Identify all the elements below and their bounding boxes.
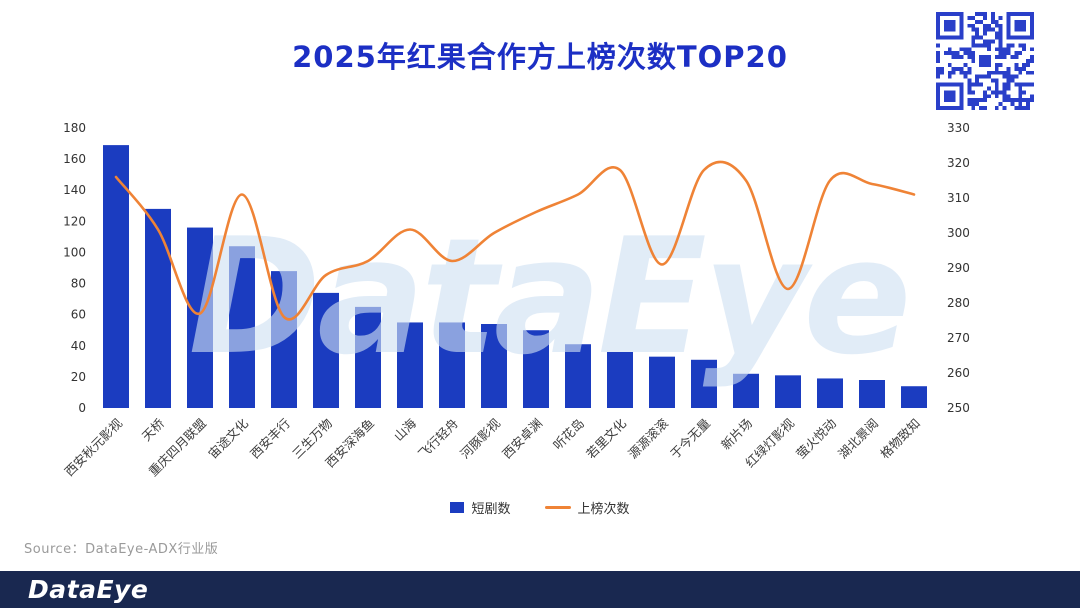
svg-text:140: 140 xyxy=(63,183,86,197)
svg-text:河豚影视: 河豚影视 xyxy=(457,415,503,461)
source-note: Source：DataEye-ADX行业版 xyxy=(24,542,219,557)
svg-text:飞行轻舟: 飞行轻舟 xyxy=(415,416,461,462)
svg-text:源源滚滚: 源源滚滚 xyxy=(625,415,671,461)
svg-text:于今无量: 于今无量 xyxy=(667,416,713,462)
svg-text:湖北景阅: 湖北景阅 xyxy=(835,416,881,462)
svg-text:西安丰行: 西安丰行 xyxy=(247,416,293,462)
svg-text:天桥: 天桥 xyxy=(139,415,168,444)
watermark-text: DataEye xyxy=(188,203,907,390)
svg-text:120: 120 xyxy=(63,214,86,228)
svg-text:40: 40 xyxy=(71,339,86,353)
svg-text:80: 80 xyxy=(71,277,86,291)
svg-text:格物致知: 格物致知 xyxy=(877,416,923,462)
svg-text:若里文化: 若里文化 xyxy=(583,415,629,461)
svg-text:西安秋元影视: 西安秋元影视 xyxy=(61,415,125,479)
legend-label-line: 上榜次数 xyxy=(577,502,630,517)
svg-text:320: 320 xyxy=(947,156,970,170)
line-swatch-icon xyxy=(544,506,571,509)
svg-text:270: 270 xyxy=(947,331,970,345)
legend-item-line: 上榜次数 xyxy=(544,498,630,517)
axis-ticks: 0 20 40 60 80 100 120 140 160 180 250 260 270 280 290 3… xyxy=(63,121,970,415)
bar-series xyxy=(103,145,927,408)
bar-swatch-icon xyxy=(450,502,465,513)
svg-text:20: 20 xyxy=(71,370,86,384)
svg-text:60: 60 xyxy=(71,308,86,322)
svg-text:280: 280 xyxy=(947,296,970,310)
line-series xyxy=(114,160,916,321)
legend-label-bars: 短剧数 xyxy=(471,502,511,517)
legend-item-bars: 短剧数 xyxy=(450,498,511,517)
footer-bar: DataEye xyxy=(0,571,1080,608)
svg-text:300: 300 xyxy=(947,226,970,240)
svg-text:290: 290 xyxy=(947,261,970,275)
svg-text:260: 260 xyxy=(947,366,970,380)
svg-text:160: 160 xyxy=(63,152,86,166)
svg-text:180: 180 xyxy=(63,121,86,135)
svg-text:100: 100 xyxy=(63,245,86,259)
svg-text:宙途文化: 宙途文化 xyxy=(205,415,251,461)
svg-text:330: 330 xyxy=(947,121,970,135)
svg-text:听花岛: 听花岛 xyxy=(550,416,587,453)
chart-title: 2025年红果合作方上榜次数TOP20 xyxy=(292,40,788,74)
svg-text:250: 250 xyxy=(947,401,970,415)
svg-text:310: 310 xyxy=(947,191,970,205)
svg-text:新片场: 新片场 xyxy=(718,416,755,453)
svg-text:山海: 山海 xyxy=(391,415,420,444)
svg-text:萤火悦动: 萤火悦动 xyxy=(793,416,839,462)
svg-text:0: 0 xyxy=(78,401,86,415)
legend: 短剧数 上榜次数 xyxy=(0,498,1080,517)
svg-text:西安卓渊: 西安卓渊 xyxy=(499,416,545,462)
dataeye-logo: DataEye xyxy=(28,575,149,604)
qr-code-icon xyxy=(936,12,1034,110)
